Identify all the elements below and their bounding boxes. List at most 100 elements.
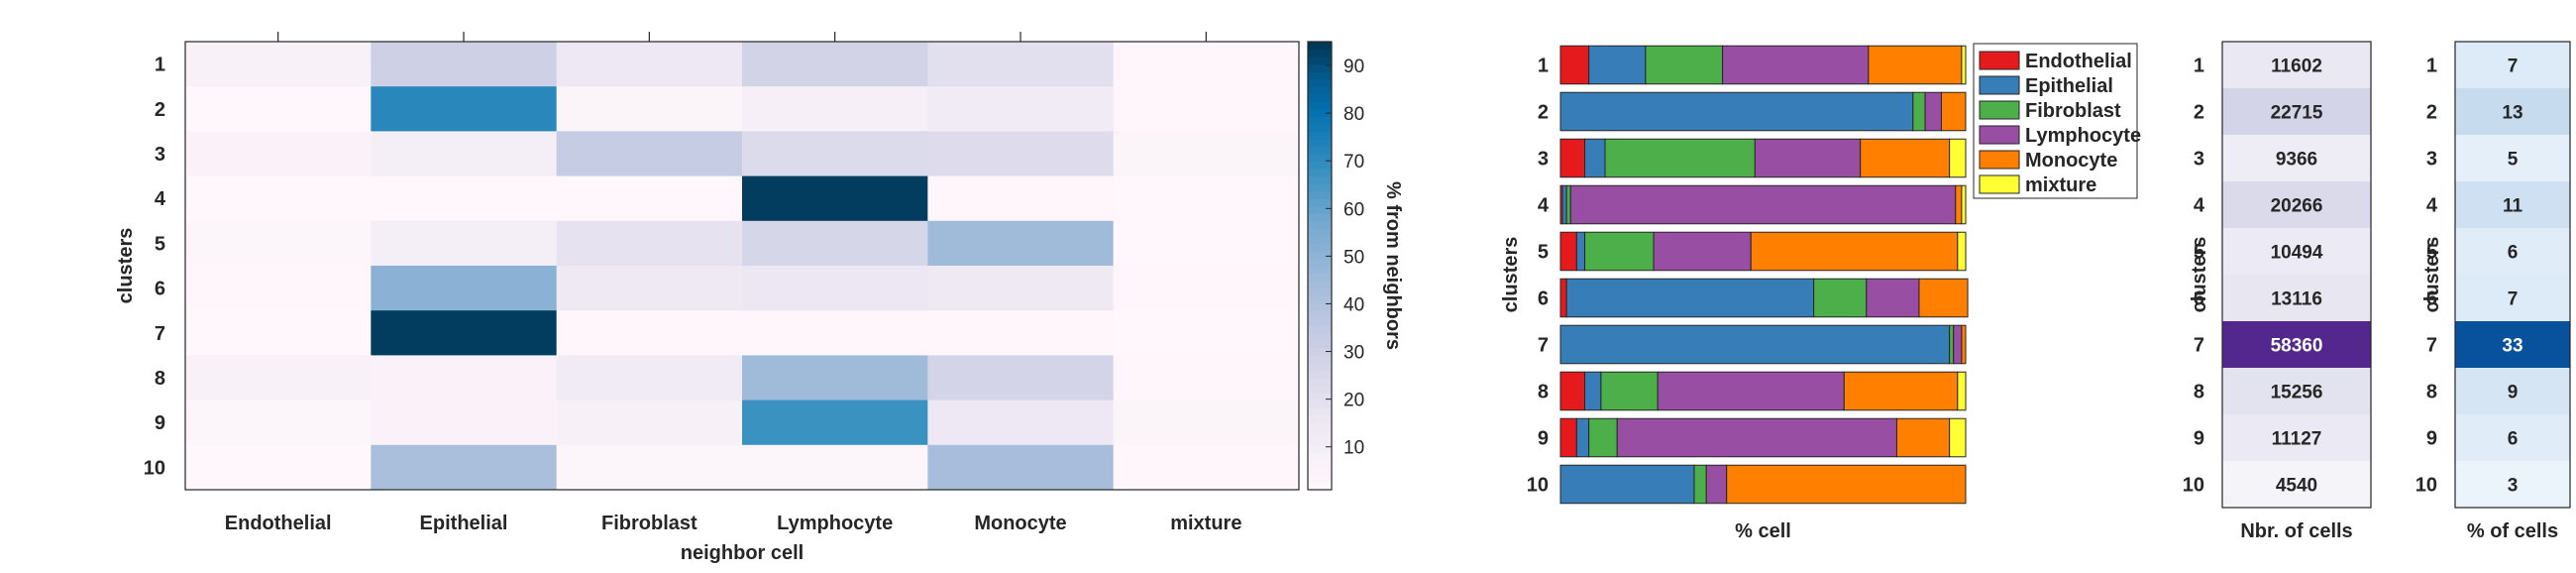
table-cell-value: 58360 <box>2271 336 2323 357</box>
y-tick-label: 9 <box>2426 428 2437 450</box>
bar-segment-mixture <box>1957 231 1967 272</box>
colorbar-tick-label: 10 <box>1343 438 1364 459</box>
bar-segment-fibroblast <box>1813 278 1868 318</box>
heatmap-cell <box>185 266 372 311</box>
y-tick-label: 9 <box>1538 428 1549 450</box>
heatmap-cell <box>927 220 1115 267</box>
heatmap-cell <box>556 86 743 132</box>
heatmap-frame <box>184 41 1300 491</box>
heatmap-cell <box>1113 444 1300 491</box>
y-tick-label: 3 <box>155 144 165 166</box>
table-cell-value: 4540 <box>2276 476 2317 497</box>
bar-segment-lymphocyte <box>1722 45 1870 85</box>
bar-segment-lymphocyte <box>1657 371 1845 411</box>
heatmap-cell <box>1113 131 1300 177</box>
y-tick-label: 3 <box>2426 149 2437 171</box>
heatmap-cell <box>742 220 928 267</box>
colorbar-swatch <box>1308 183 1332 192</box>
heatmap-cell <box>927 131 1115 177</box>
bar-segment-monocyte <box>1726 464 1967 505</box>
colorbar-swatch <box>1308 444 1332 453</box>
bar-segment-fibroblast <box>1600 371 1659 411</box>
heatmap-cell <box>371 131 558 177</box>
colorbar-swatch <box>1308 42 1332 51</box>
bar-segment-mixture <box>1949 138 1967 178</box>
y-tick-label: 7 <box>1538 335 1549 357</box>
table-cell <box>2222 275 2371 322</box>
colorbar-swatch <box>1308 93 1332 102</box>
bar-segment-fibroblast <box>1584 231 1655 272</box>
colorbar-swatch <box>1308 393 1332 401</box>
bar-segment-lymphocyte <box>1616 417 1897 458</box>
colorbar-swatch <box>1308 49 1332 57</box>
table-cell-value: 6 <box>2508 243 2519 264</box>
colorbar-tick-label: 50 <box>1343 247 1364 268</box>
colorbar-swatch <box>1308 340 1332 349</box>
bar-segment-monocyte <box>1843 371 1959 411</box>
heatmap-cell <box>742 400 928 446</box>
bar-segment-endothelial <box>1559 278 1567 318</box>
bar-segment-epithelial <box>1559 324 1951 365</box>
table-cell-value: 9 <box>2508 383 2519 403</box>
y-tick-label: 1 <box>155 55 165 76</box>
colorbar-swatch <box>1308 146 1332 155</box>
bar-segment-fibroblast <box>1693 464 1707 505</box>
heatmap-cell <box>927 400 1115 446</box>
colorbar-swatch <box>1308 281 1332 289</box>
table-cell-value: 6 <box>2508 429 2519 450</box>
heatmap-cell <box>371 310 558 356</box>
heatmap-cell <box>556 220 743 267</box>
heatmap-cell <box>185 42 372 87</box>
table-cell-value: 3 <box>2508 476 2519 497</box>
y-tick-label: 4 <box>2426 195 2438 217</box>
heatmap-cell <box>556 131 743 177</box>
y-tick-label: 5 <box>155 233 165 255</box>
table-cell <box>2455 42 2570 89</box>
heatmap-cell <box>927 266 1115 311</box>
y-tick-label: 1 <box>2194 56 2204 77</box>
y-tick-label: 3 <box>1538 149 1549 171</box>
colorbar-tick-label: 90 <box>1343 57 1364 77</box>
legend-label: Epithelial <box>2025 75 2113 97</box>
bar-segment-monocyte <box>1940 91 1967 132</box>
heatmap-cell <box>742 310 928 356</box>
bar-segment-fibroblast <box>1912 91 1926 132</box>
colorbar-tick-label: 80 <box>1343 104 1364 125</box>
colorbar-swatch <box>1308 86 1332 95</box>
colorbar-swatch <box>1308 250 1332 260</box>
colorbar-swatch <box>1308 258 1332 267</box>
bar-segment-lymphocyte <box>1653 231 1752 272</box>
colorbar-swatch <box>1308 482 1332 491</box>
bar-segment-monocyte <box>1961 324 1967 365</box>
bar-segment-fibroblast <box>1949 324 1955 365</box>
colorbar-swatch <box>1308 414 1332 423</box>
colorbar-swatch <box>1308 467 1332 476</box>
table-cell-value: 5 <box>2508 150 2519 171</box>
heatmap-cell <box>371 266 558 311</box>
colorbar-swatch <box>1308 154 1332 163</box>
y-tick-label: 2 <box>1538 102 1549 124</box>
colorbar-swatch <box>1308 243 1332 252</box>
colorbar-swatch <box>1308 108 1332 117</box>
table-cell <box>2455 88 2570 136</box>
heatmap-panel: Endothelial Epithelial Fibroblast Lymphocyt… <box>115 32 1300 564</box>
y-tick-label: 5 <box>2194 242 2204 264</box>
colorbar-swatch <box>1308 235 1332 244</box>
colorbar-swatch <box>1308 123 1332 132</box>
table-cell-value: 11127 <box>2272 429 2322 450</box>
heatmap-cell <box>371 400 558 446</box>
colorbar-swatch <box>1308 355 1332 364</box>
colorbar-swatch <box>1308 228 1332 237</box>
bar-segment-epithelial <box>1575 417 1590 458</box>
bar-segment-monocyte <box>1750 231 1959 272</box>
stacked-bar-panel: 1 2 3 4 5 6 7 8 9 10 % cell clusters Endothelial Epit… <box>1500 43 2141 542</box>
bar-segment-epithelial <box>1584 138 1606 178</box>
colorbar-frame <box>1307 41 1333 491</box>
heatmap-cell <box>371 355 558 401</box>
colorbar-panel: 10 20 30 40 50 60 70 80 90 % from neighbors <box>1307 41 1404 491</box>
bar-segment-mixture <box>1961 45 1967 85</box>
y-tick-label: 4 <box>2194 195 2205 217</box>
heatmap-cell <box>185 175 372 222</box>
heatmap-cell <box>185 86 372 132</box>
y-tick-label: 10 <box>2183 475 2204 497</box>
